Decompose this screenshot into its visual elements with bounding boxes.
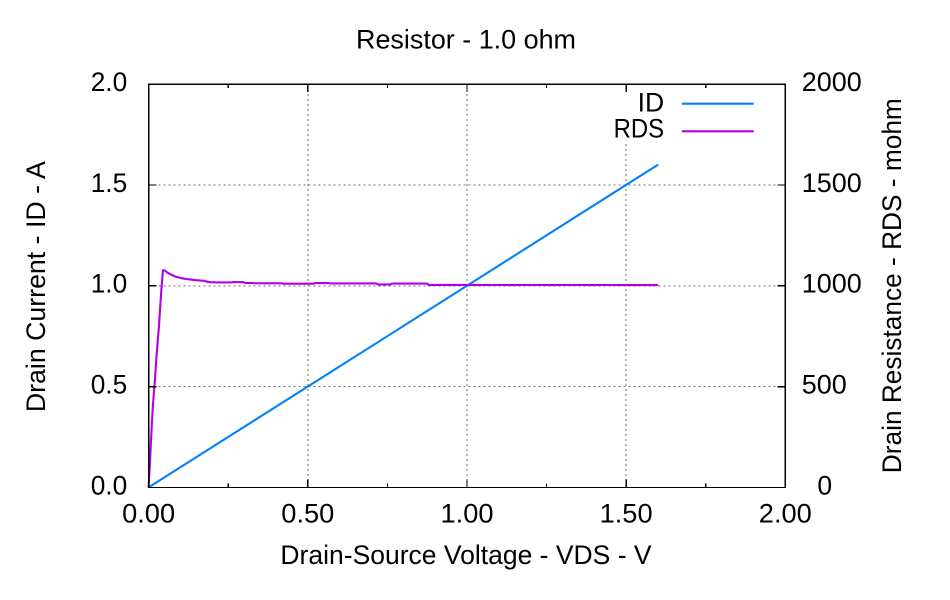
svg-text:2.0: 2.0 [91,67,128,97]
svg-text:ID: ID [638,87,665,117]
svg-text:Drain Resistance - RDS - mohm: Drain Resistance - RDS - mohm [877,98,907,473]
svg-text:1500: 1500 [802,168,862,198]
svg-text:1.00: 1.00 [441,499,494,529]
svg-text:0.00: 0.00 [122,499,175,529]
svg-text:500: 500 [802,370,847,400]
svg-text:1000: 1000 [802,269,862,299]
svg-text:Resistor - 1.0 ohm: Resistor - 1.0 ohm [356,25,576,55]
svg-text:2000: 2000 [802,67,862,97]
svg-text:Drain-Source Voltage - VDS - V: Drain-Source Voltage - VDS - V [280,540,651,570]
svg-text:RDS: RDS [614,114,665,144]
svg-text:1.5: 1.5 [91,168,128,198]
svg-text:0.0: 0.0 [91,470,128,500]
svg-text:0.5: 0.5 [91,370,128,400]
svg-text:2.00: 2.00 [759,499,812,529]
svg-text:1.50: 1.50 [600,499,653,529]
svg-text:1.0: 1.0 [91,269,128,299]
svg-text:Drain Current - ID - A: Drain Current - ID - A [21,161,51,412]
svg-text:0: 0 [817,470,832,500]
svg-text:0.50: 0.50 [281,499,334,529]
